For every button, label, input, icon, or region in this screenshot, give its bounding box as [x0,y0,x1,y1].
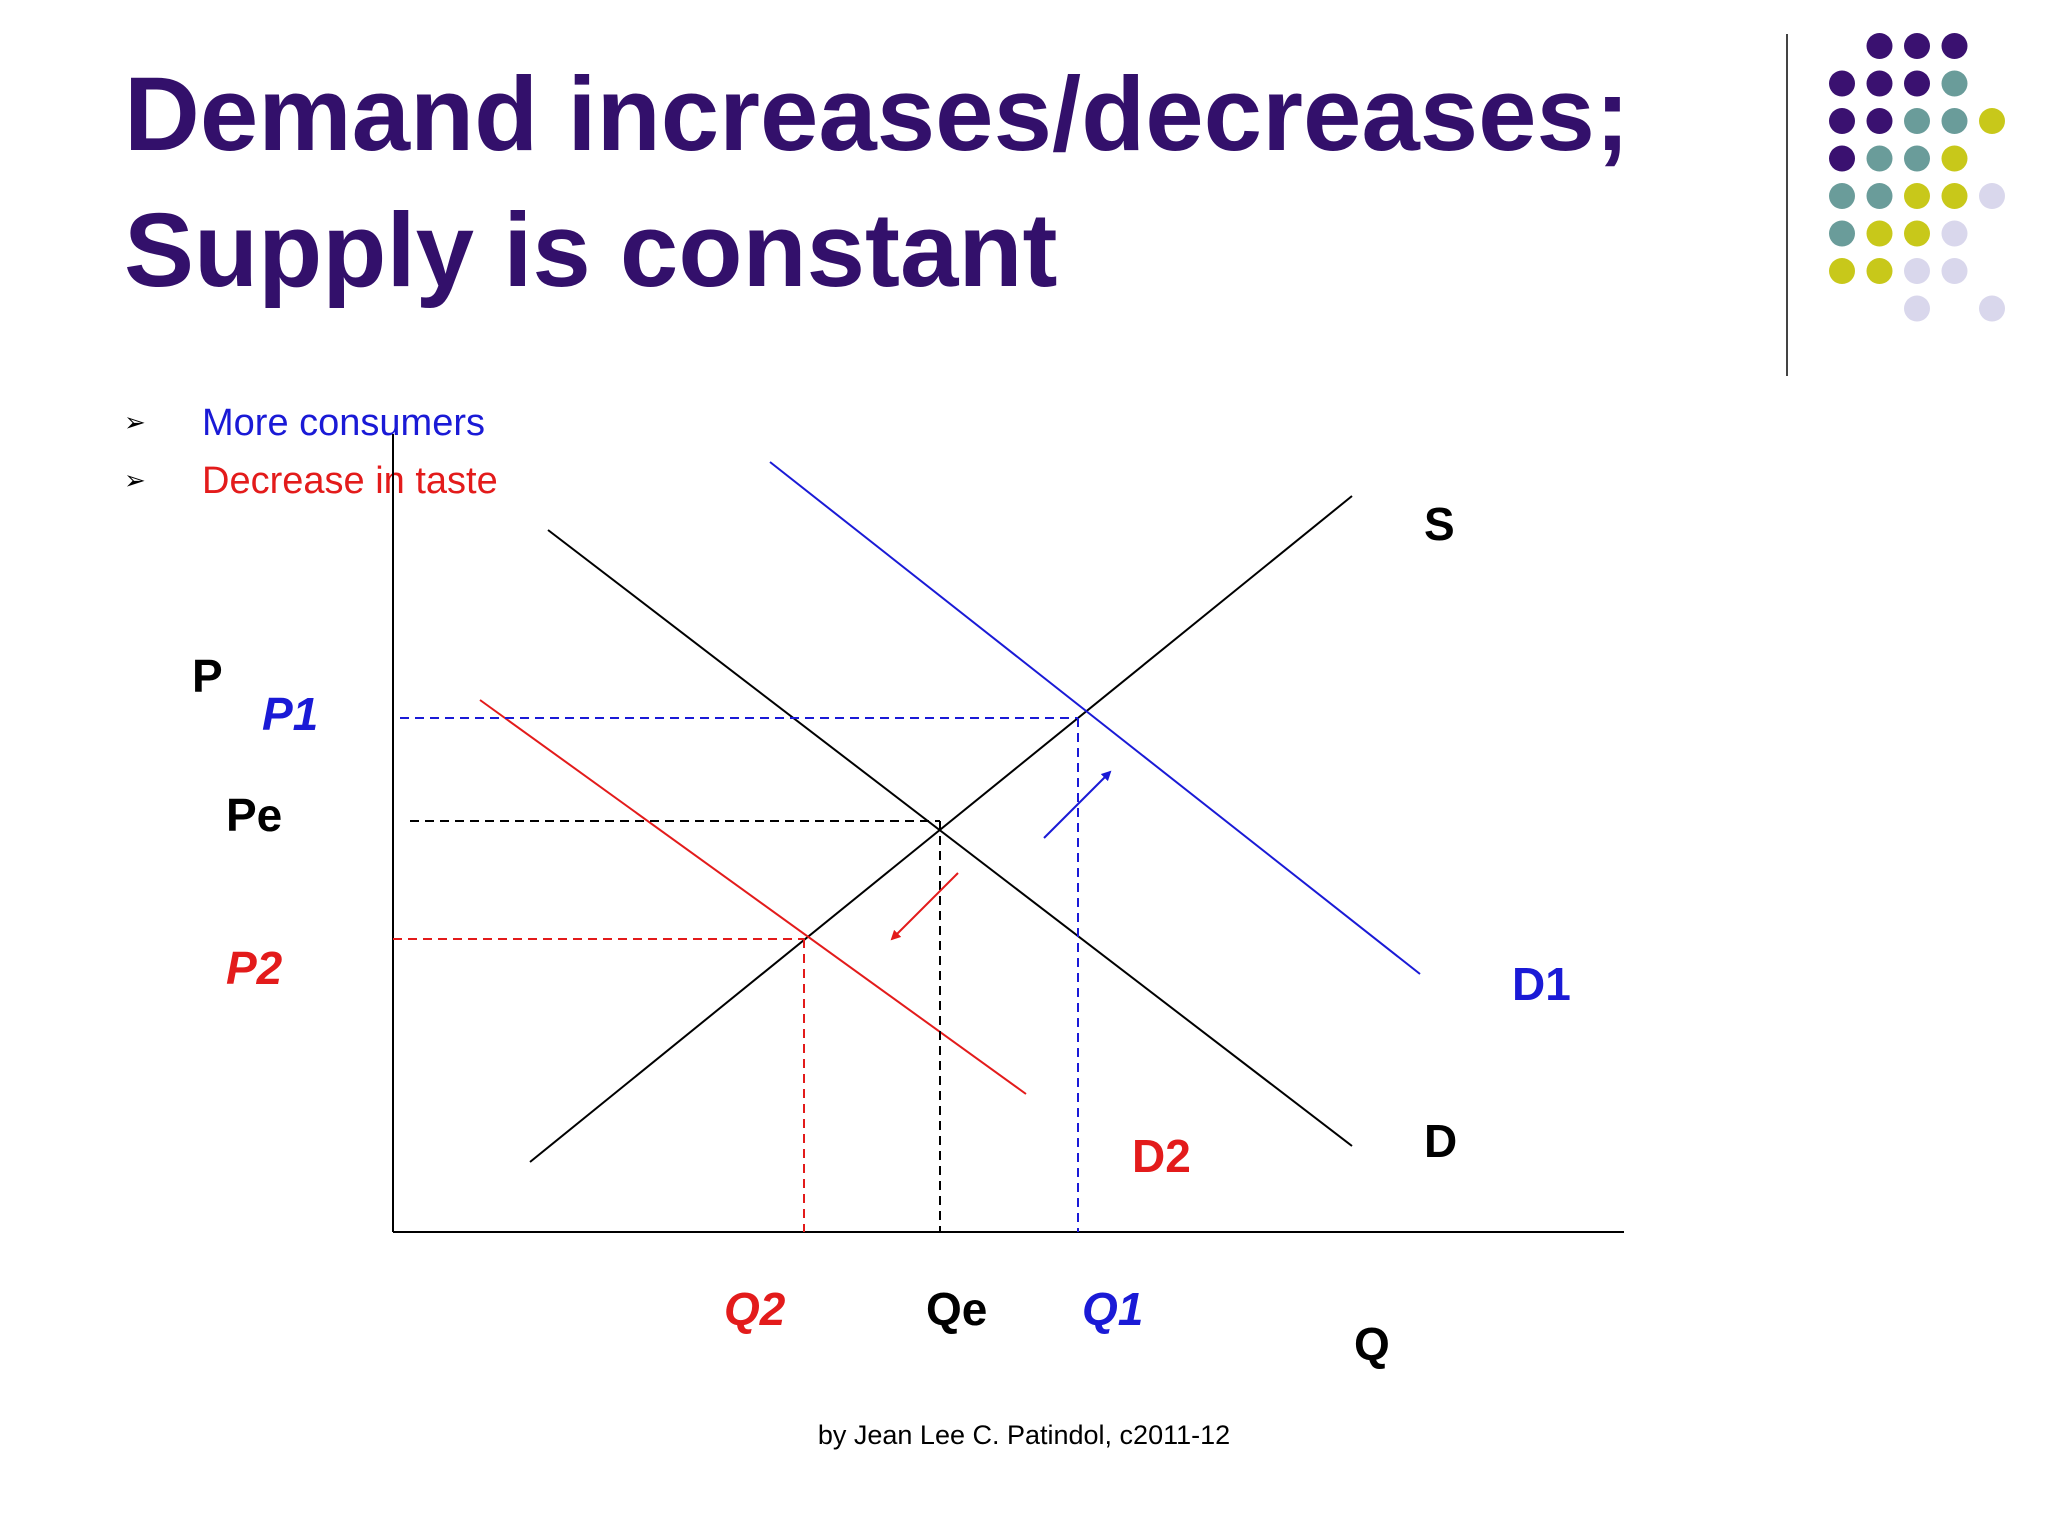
decorative-dot [1979,108,2005,134]
decorative-dot [1904,258,1930,284]
bullet-arrow-icon: ➢ [124,407,146,437]
decorative-dot [1829,220,1855,247]
q2-label: Q2 [724,1283,786,1335]
decorative-dot [1941,220,1968,247]
bullet-arrow-icon: ➢ [124,465,146,495]
decorative-dot [1941,183,1968,209]
decorative-dot [1866,145,1893,172]
footer-credit: by Jean Lee C. Patindol, c2011-12 [817,1420,1231,1450]
decorative-dot [1904,295,1930,322]
pe-label: Pe [226,789,282,841]
demand-curve [547,529,1353,1147]
decorative-dot [1829,183,1855,209]
demand-curve-label: D [1424,1115,1457,1167]
decorative-dot [1941,145,1968,172]
slide-title-line-2: Supply is constant [124,192,1058,309]
shift-right-arrow-icon [1043,770,1112,839]
decorative-dot [1941,33,1968,59]
decorative-dot [1829,258,1855,284]
d2-label: D2 [1132,1130,1191,1182]
decorative-dot [1941,108,1968,134]
p1-label: P1 [262,688,318,740]
decorative-dot [1829,108,1855,134]
shift-left-arrow-icon [890,872,959,941]
price-axis-label: P [192,650,223,702]
decorative-dot [1941,70,1968,97]
decorative-dot [1904,183,1930,209]
decorative-dot [1829,145,1855,172]
decorative-dot [1866,70,1893,97]
bullet-text: More consumers [202,402,485,444]
bullet-text: Decrease in taste [202,460,498,502]
demand-curve-d2 [479,699,1027,1095]
decorative-dot [1904,70,1930,97]
decorative-dot [1866,220,1893,247]
decorative-dot [1904,220,1930,247]
bullet-item-more-consumers: ➢ More consumers [124,402,485,445]
quantity-axis-label: Q [1354,1318,1390,1370]
decorative-dot [1829,70,1855,97]
decorative-dot-grid [1786,33,2005,376]
decorative-dot [1866,108,1893,134]
q1-label: Q1 [1082,1283,1143,1335]
d1-label: D1 [1512,958,1571,1010]
decorative-dot [1904,108,1930,134]
decorative-dot [1979,295,2005,322]
decorative-dot [1941,258,1968,284]
qe-label: Qe [926,1283,987,1335]
decorative-dot [1904,33,1930,59]
slide-title-line-1: Demand increases/decreases; [124,56,1630,173]
bullet-item-decrease-in-taste: ➢ Decrease in taste [124,460,498,503]
decorative-dot [1866,183,1893,209]
decorative-dot [1866,258,1893,284]
p2-label: P2 [226,942,283,994]
decorative-dot [1866,33,1893,59]
decorative-dot [1904,145,1930,172]
supply-curve-label: S [1424,498,1455,550]
demand-curve-d1 [769,461,1421,975]
decorative-dot [1979,183,2005,209]
